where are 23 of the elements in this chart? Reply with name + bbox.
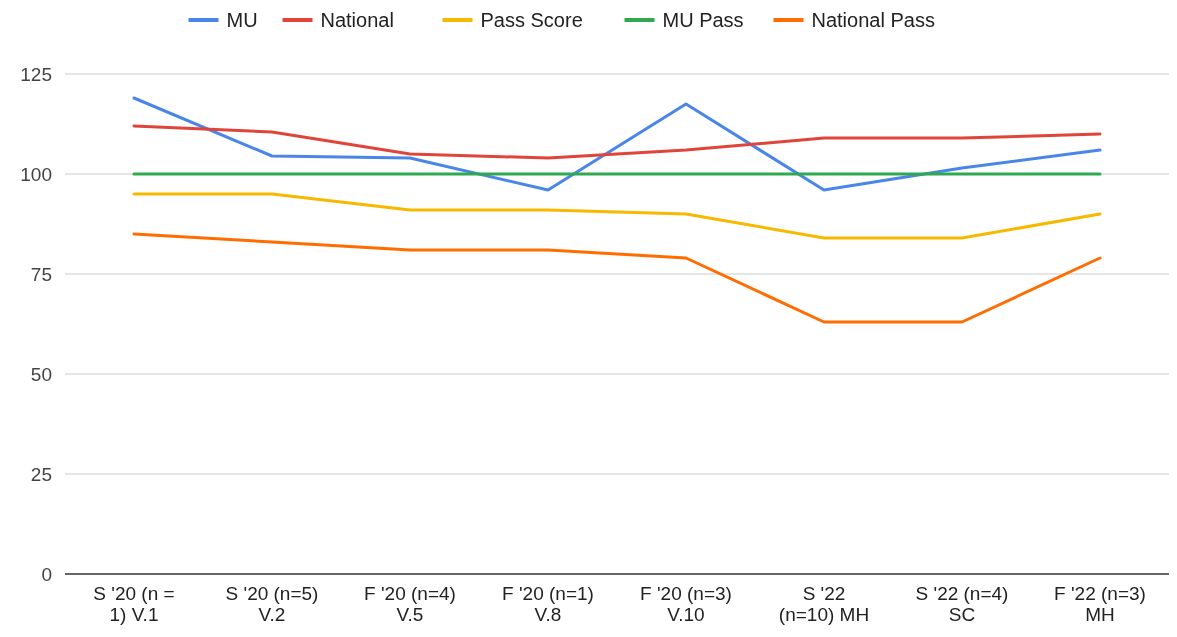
x-tick-label: S '22 (n=4) SC bbox=[915, 583, 1009, 625]
line-series bbox=[132, 124, 1102, 160]
legend-label: MU bbox=[226, 9, 258, 31]
legend-label: National Pass bbox=[811, 9, 935, 31]
x-tick-label: F '20 (n=4) V.5 bbox=[364, 583, 456, 625]
line-series bbox=[132, 232, 1102, 324]
x-tick-label: S '20 (n=5) V.2 bbox=[225, 583, 319, 625]
legend-label: National bbox=[320, 9, 394, 31]
line-series bbox=[132, 96, 1102, 192]
y-tick-label: 100 bbox=[20, 163, 52, 185]
line-series bbox=[132, 192, 1102, 240]
x-tick-label: S '22 (n=10) MH bbox=[778, 583, 870, 625]
y-tick-label: 0 bbox=[41, 563, 52, 585]
legend-label: MU Pass bbox=[662, 9, 744, 31]
x-tick-label: S '20 (n = 1) V.1 bbox=[93, 583, 175, 625]
y-tick-label: 25 bbox=[30, 463, 52, 485]
y-tick-label: 75 bbox=[30, 263, 52, 285]
y-tick-label: 50 bbox=[30, 363, 52, 385]
x-tick-label: F '20 (n=3) V.10 bbox=[640, 583, 732, 625]
y-tick-label: 125 bbox=[20, 63, 52, 85]
x-tick-label: F '20 (n=1) V.8 bbox=[502, 583, 594, 625]
x-tick-label: F '22 (n=3) MH bbox=[1054, 583, 1146, 625]
legend-label: Pass Score bbox=[480, 9, 583, 31]
